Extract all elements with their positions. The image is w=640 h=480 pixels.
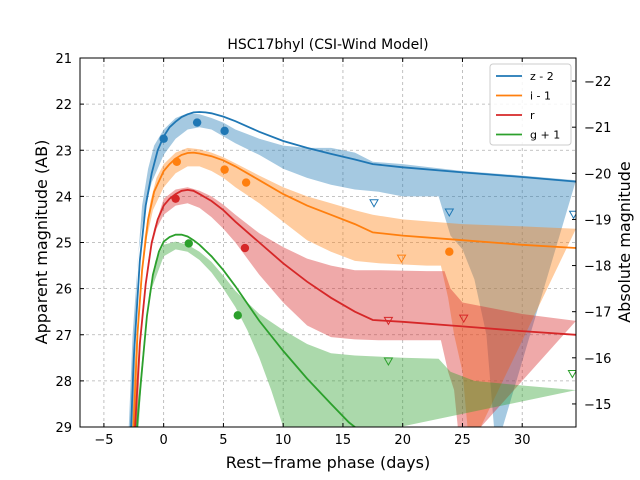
x-tick-label: −5 — [94, 433, 113, 448]
point-g-1 — [184, 239, 193, 248]
point-i-1 — [172, 157, 182, 166]
point-r — [171, 194, 180, 203]
upper-limit-r — [383, 316, 394, 326]
y-tick-right-label: −20 — [584, 167, 611, 182]
y-tick-right-label: −21 — [584, 121, 611, 136]
x-tick-label: 15 — [335, 433, 352, 448]
upper-limit-g-1 — [567, 370, 576, 379]
x-tick-label: 25 — [454, 433, 471, 448]
y-tick-right-label: −17 — [584, 306, 611, 321]
upper-limit-z-2 — [369, 199, 379, 208]
y-axis-label-right: Absolute magnitude — [615, 161, 634, 323]
point-r — [240, 243, 250, 253]
axis-ticks: −5 0 5 10 15 20 25 30 21 22 23 24 25 26 27 28 29 −15 −16 −1… — [55, 52, 611, 448]
x-tick-label: 5 — [219, 433, 227, 448]
data-markers — [159, 118, 576, 379]
y-tick-right-label: −22 — [584, 75, 611, 90]
y-tick-label: 25 — [55, 237, 72, 252]
model-line-z-2 — [130, 111, 576, 427]
model-line-r — [134, 188, 576, 427]
chart-title: HSC17bhyl (CSI-Wind Model) — [227, 37, 428, 53]
x-axis-label: Rest−frame phase (days) — [226, 453, 430, 472]
x-tick-label: 10 — [275, 433, 292, 448]
legend-label-r: r — [530, 109, 535, 122]
point-i-1 — [445, 247, 454, 256]
model-line-g-1 — [136, 233, 357, 427]
point-z-2 — [192, 118, 202, 127]
upper-limit-z-2 — [444, 208, 455, 218]
x-tick-label: 20 — [394, 433, 411, 448]
upper-limit-r — [458, 314, 469, 324]
y-tick-label: 24 — [55, 190, 72, 205]
band-i-1 — [131, 147, 576, 427]
y-tick-label: 23 — [55, 144, 72, 159]
point-i-1 — [220, 165, 229, 174]
y-tick-right-label: −19 — [584, 213, 611, 228]
y-tick-label: 27 — [55, 329, 72, 344]
y-tick-right-label: −18 — [584, 260, 611, 275]
y-tick-label: 26 — [55, 283, 72, 298]
point-z-2 — [220, 126, 229, 136]
y-tick-label: 21 — [55, 52, 72, 67]
x-tick-label: 0 — [160, 433, 168, 448]
point-g-1 — [233, 311, 242, 320]
y-tick-right-label: −15 — [584, 398, 611, 413]
upper-limit-i-1 — [396, 254, 407, 264]
model-line-i-1 — [132, 151, 576, 427]
legend-label-i-1: i - 1 — [530, 90, 551, 103]
band-z-2 — [128, 113, 576, 427]
band-g-1 — [135, 241, 576, 427]
legend-label-g-1: g + 1 — [530, 129, 560, 142]
y-tick-label: 29 — [55, 421, 72, 436]
y-tick-right-label: −16 — [584, 352, 611, 367]
upper-limit-g-1 — [383, 357, 394, 367]
x-tick-label: 30 — [514, 433, 531, 448]
y-tick-label: 28 — [55, 375, 72, 390]
y-axis-label: Apparent magnitude (AB) — [32, 140, 51, 345]
y-tick-label: 22 — [55, 98, 72, 113]
legend-box — [489, 63, 572, 146]
point-i-1 — [241, 178, 251, 187]
model-lines — [130, 111, 576, 427]
legend-label-z-2: z - 2 — [530, 70, 554, 83]
point-z-2 — [159, 134, 168, 143]
legend: z - 2 i - 1 r g + 1 — [489, 63, 572, 146]
